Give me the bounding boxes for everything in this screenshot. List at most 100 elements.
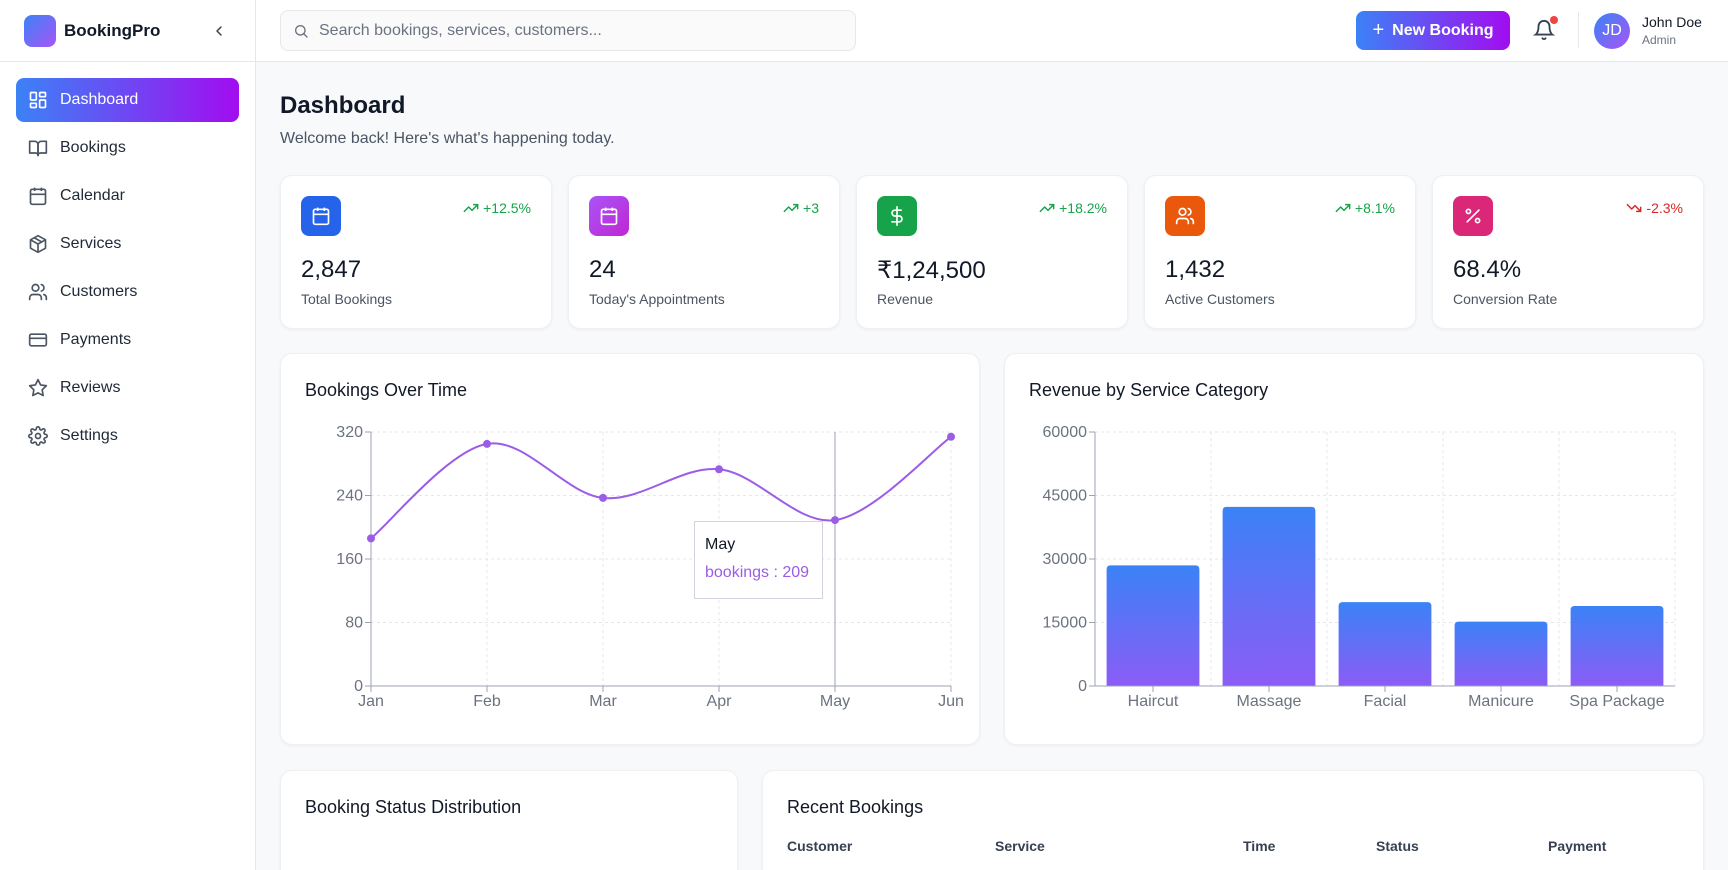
bar [1454,621,1548,686]
stat-card-active-customers: +8.1% 1,432 Active Customers [1144,175,1416,329]
sidebar-item-label: Bookings [60,139,126,156]
divider [1578,12,1579,48]
y-tick-label: 45000 [1043,488,1088,505]
sidebar-item-dashboard[interactable]: Dashboard [16,78,239,122]
topbar: + New Booking JD John Doe Admin [256,0,1728,62]
sidebar: BookingPro Dashboard Bookings Calendar S… [0,0,256,870]
series-line [370,435,952,540]
stat-trend: +18.2% [1039,200,1107,216]
stat-value: ₹1,24,500 [877,257,986,284]
stat-label: Today's Appointments [589,291,725,307]
page-subtitle: Welcome back! Here's what's happening to… [280,130,615,147]
x-tick-label: Feb [473,693,501,710]
column-header-service[interactable]: Service [995,838,1045,854]
stat-trend: +12.5% [463,200,531,216]
brand-logo [24,14,56,47]
column-header-payment[interactable]: Payment [1548,838,1607,854]
x-tick-label: Massage [1237,693,1302,710]
stat-trend: -2.3% [1626,200,1683,216]
new-booking-button[interactable]: + New Booking [1356,11,1510,50]
data-point [947,432,955,441]
bell-icon [1532,20,1556,41]
recent-bookings-panel: Recent Bookings [762,770,1704,870]
bookings-over-time-panel: Bookings Over Time 0 80 160 240 320 Jan Feb Mar… [280,353,980,745]
data-point [367,534,375,543]
sidebar-item-reviews[interactable]: Reviews [16,366,239,410]
stat-trend: +8.1% [1335,200,1395,216]
users-icon [28,282,48,302]
sidebar-item-label: Customers [60,283,138,300]
sidebar-item-payments[interactable]: Payments [16,318,239,362]
revenue-by-category-panel: Revenue by Service Category 0 15000 30000 4… [1004,353,1704,745]
y-tick-label: 0 [354,678,363,695]
stat-label: Total Bookings [301,291,393,307]
stat-trend-value: +3 [803,200,819,216]
x-tick-label: Apr [707,693,733,710]
booking-status-panel: Booking Status Distribution [280,770,738,870]
trending-up-icon [1039,203,1055,213]
sidebar-item-customers[interactable]: Customers [16,270,239,314]
revenue-bar-chart: 0 15000 30000 45000 60000 Haircut Massage Facia… [1043,424,1676,710]
page-title: Dashboard [280,92,406,119]
stat-trend-value: +8.1% [1354,200,1395,216]
chart-tooltip: May bookings : 209 [694,521,823,599]
stat-value: 1,432 [1165,256,1226,283]
plus-icon: + [1372,19,1385,41]
sidebar-item-calendar[interactable]: Calendar [16,174,239,218]
stat-trend: +3 [783,200,819,216]
calendar-icon [301,196,341,236]
stat-trend-value: +18.2% [1059,200,1107,216]
column-header-customer[interactable]: Customer [787,838,853,854]
stat-label: Conversion Rate [1453,291,1558,307]
trending-down-icon [1627,203,1642,213]
sidebar-item-label: Services [60,235,122,252]
y-tick-label: 240 [336,488,363,505]
stat-card-todays-appointments: +3 24 Today's Appointments [568,175,840,329]
gear-icon [28,426,48,446]
data-point [831,516,839,525]
y-tick-label: 80 [345,615,363,632]
column-header-time[interactable]: Time [1243,838,1276,854]
notification-badge [1550,16,1558,24]
brand: BookingPro [0,0,255,62]
x-tick-label: Mar [589,693,617,710]
trending-up-icon [1335,203,1351,213]
stat-label: Revenue [877,291,934,307]
panel-title: Recent Bookings [787,797,924,817]
brand-name: BookingPro [64,20,161,40]
y-tick-label: 30000 [1043,551,1088,568]
sidebar-item-label: Dashboard [60,91,139,108]
sidebar-nav: Dashboard Bookings Calendar Services Cus… [0,62,255,478]
notifications-button[interactable] [1532,19,1556,41]
stat-card-revenue: +18.2% ₹1,24,500 Revenue [856,175,1128,329]
user-name: John Doe [1642,14,1702,30]
sidebar-item-label: Calendar [60,187,125,204]
search-icon [295,24,308,38]
stat-trend-value: -2.3% [1646,200,1683,216]
stat-card-total-bookings: +12.5% 2,847 Total Bookings [280,175,552,329]
x-tick-label: Jun [938,693,964,710]
avatar[interactable]: JD [1594,13,1630,49]
sidebar-item-settings[interactable]: Settings [16,414,239,458]
stat-card-conversion-rate: -2.3% 68.4% Conversion Rate [1432,175,1704,329]
users-icon [1165,196,1205,236]
panel-title: Revenue by Service Category [1029,380,1269,400]
stat-label: Active Customers [1165,291,1275,307]
sidebar-item-label: Reviews [60,379,121,396]
x-tick-label: Jan [358,693,384,710]
column-header-status[interactable]: Status [1376,838,1419,854]
book-icon [28,138,48,158]
x-tick-label: Spa Package [1569,693,1664,710]
x-tick-label: Facial [1364,693,1407,710]
sidebar-item-services[interactable]: Services [16,222,239,266]
dashboard-icon [28,90,48,110]
y-tick-label: 15000 [1043,615,1088,632]
data-point [715,465,723,474]
collapse-sidebar-button[interactable] [207,19,231,43]
search-input[interactable] [319,21,839,40]
chevron-left-icon [216,25,222,36]
sidebar-item-bookings[interactable]: Bookings [16,126,239,170]
y-tick-label: 320 [336,424,363,441]
trending-up-icon [783,203,799,213]
dollar-icon [877,196,917,236]
